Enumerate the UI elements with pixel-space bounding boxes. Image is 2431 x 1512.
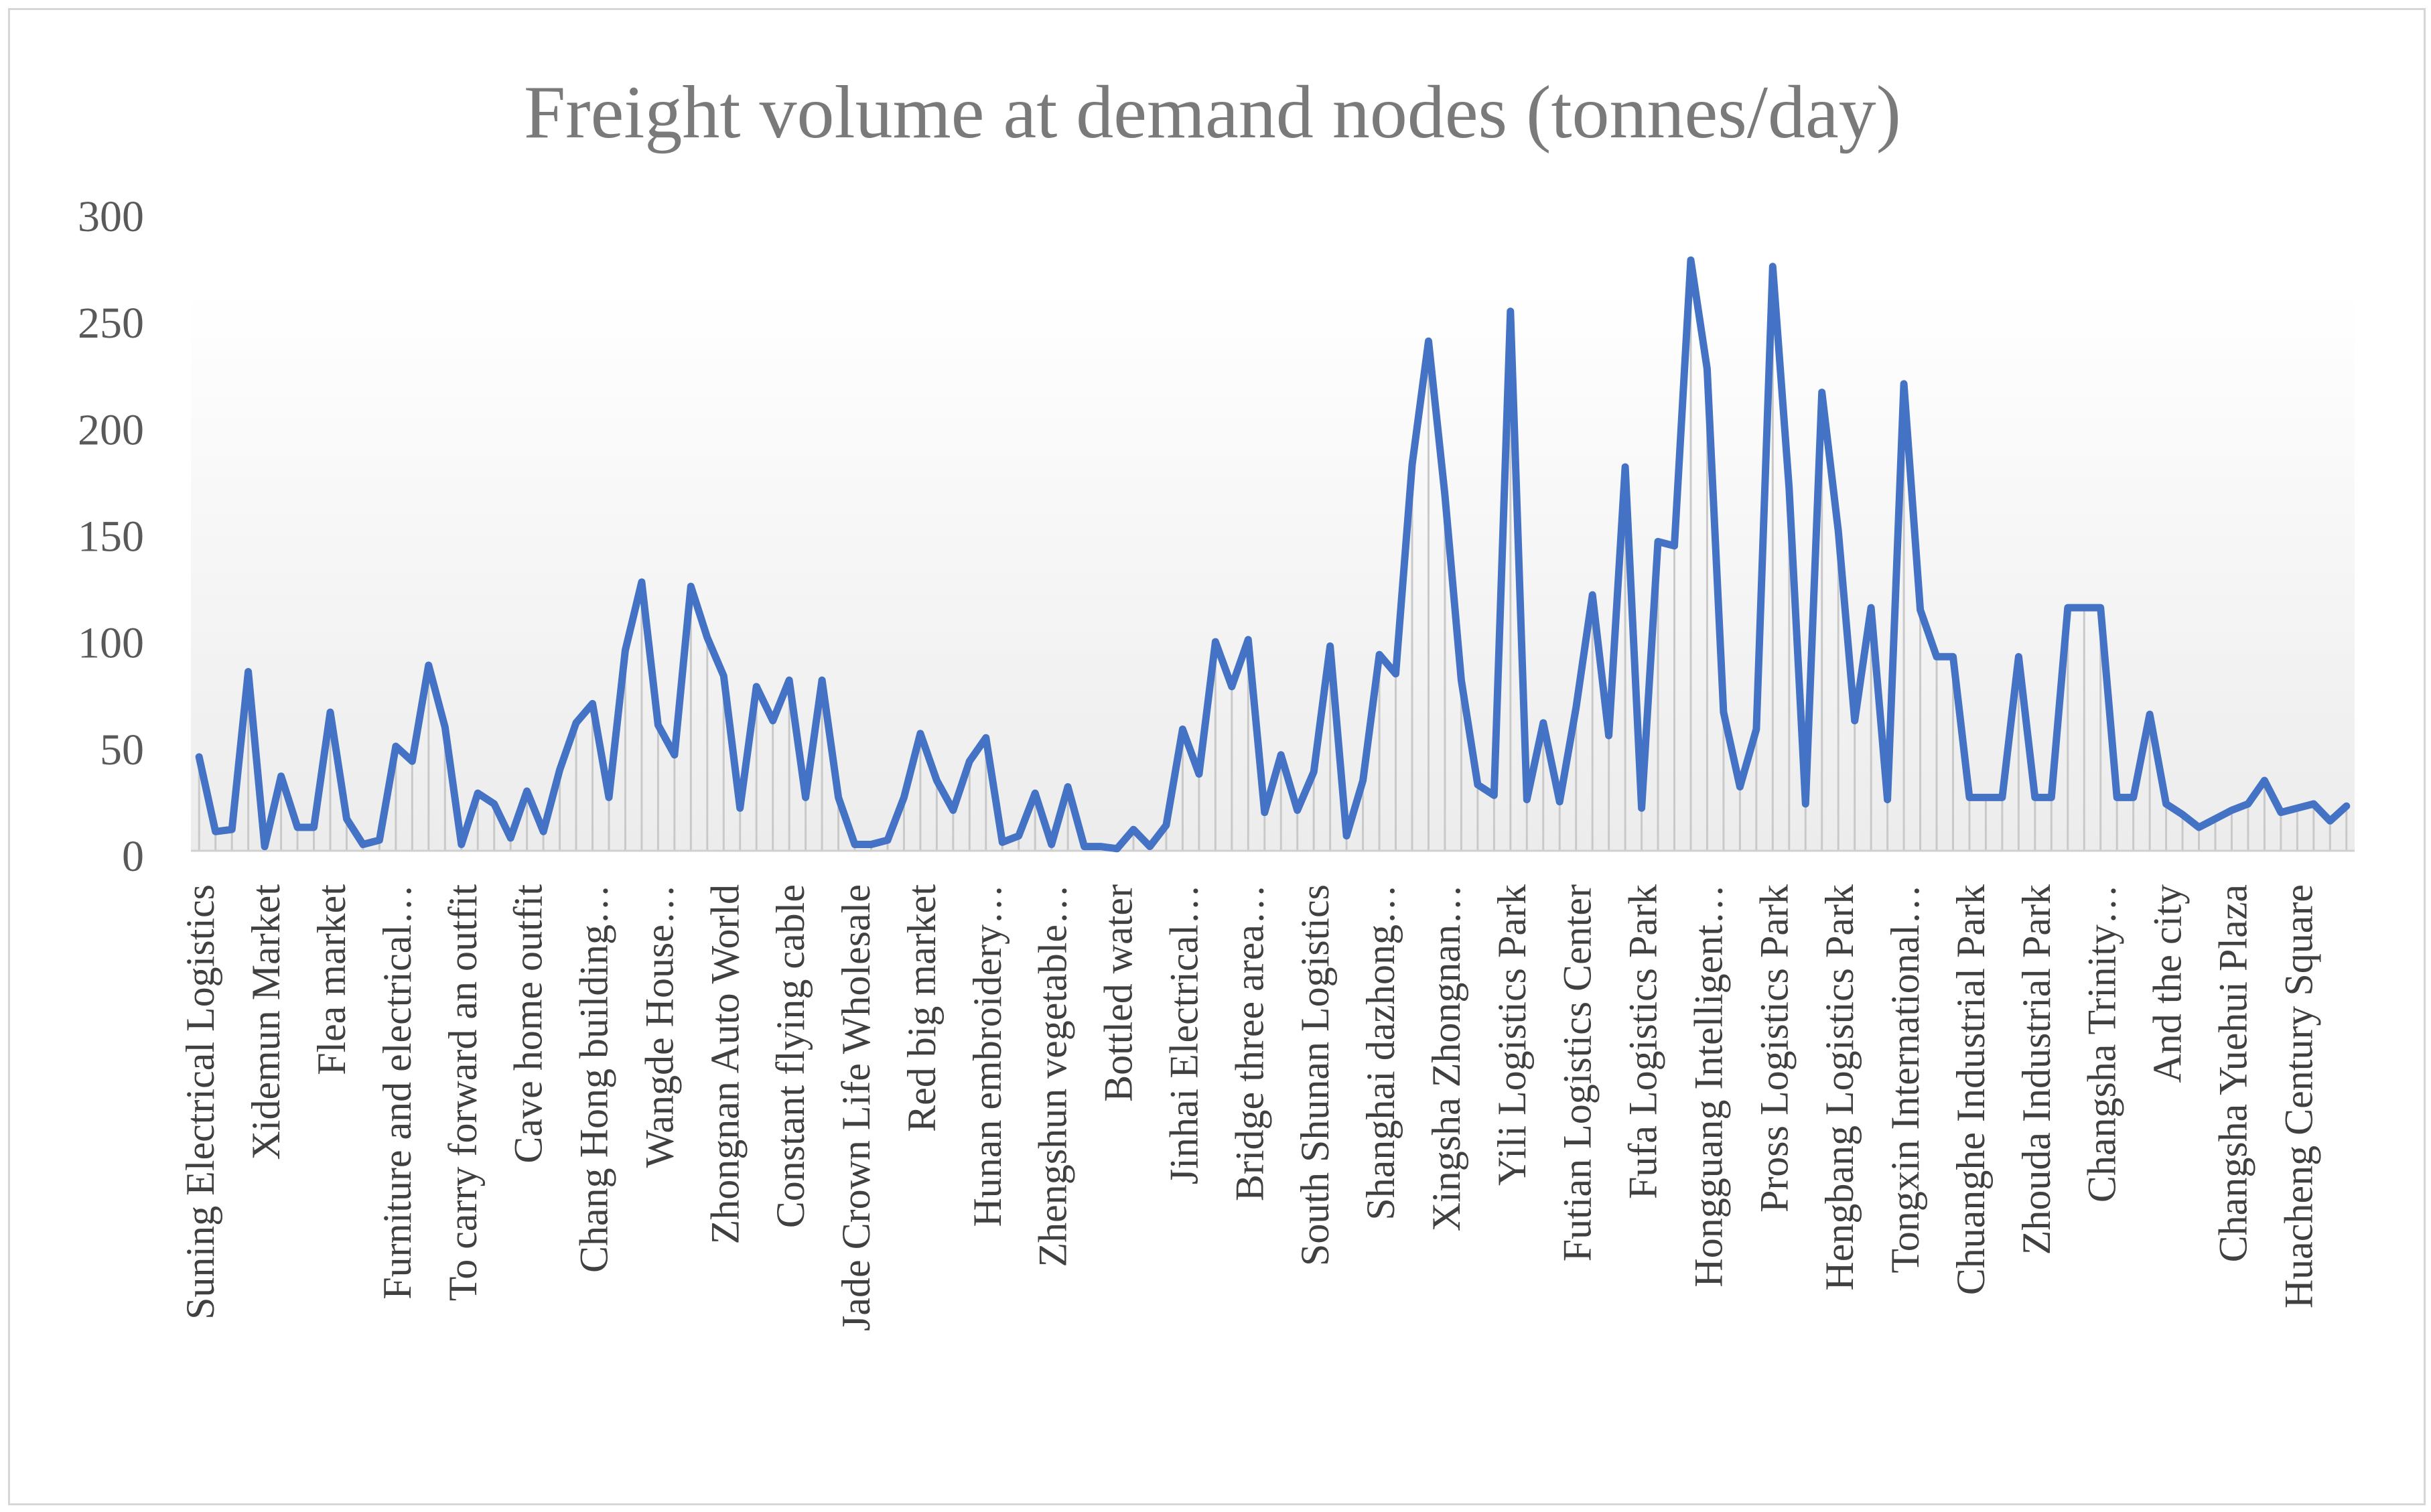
x-tick-label: Shanghai dazhong… [1359,884,1403,1221]
x-tick-label: Fufa Logistics Park [1621,884,1665,1199]
x-tick-label: Chang Hong building… [572,884,616,1273]
x-tick-label: Hongguang Intelligent… [1686,884,1730,1288]
y-tick-label: 250 [78,299,144,348]
x-tick-label: Cave home outfit [506,884,551,1164]
x-tick-label: Huacheng Century Square [2276,884,2320,1308]
x-tick-label: Flea market [309,884,354,1075]
x-tick-label: Zhengshun vegetable… [1031,884,1075,1267]
x-tick-label: Constant flying cable [768,884,813,1228]
plot-background [191,291,2355,851]
x-tick-label: Furniture and electrical… [375,884,419,1300]
x-tick-label: Jade Crown Life Wholesale [834,884,878,1331]
x-tick-label: Futian Logistics Center [1555,884,1600,1261]
x-tick-label: To carry forward an outfit [441,884,485,1302]
y-tick-label: 200 [78,405,144,454]
x-tick-label: And the city [2146,884,2190,1083]
freight-volume-line [195,256,2351,853]
x-tick-label: Suning Electrical Logistics [178,884,222,1320]
x-tick-label: Changsha Yuehui Plaza [2211,884,2255,1262]
x-tick-label: Jinhai Electrical… [1162,884,1206,1184]
y-tick-label: 0 [122,832,144,881]
x-tick-label: Bottled water [1097,884,1141,1102]
x-tick-label: South Shunan Logistics [1293,884,1337,1266]
x-tick-label: Hengbang Logistics Park [1817,884,1862,1291]
x-tick-label: Bridge three area… [1227,884,1271,1201]
x-tick-label: Hunan embroidery… [965,884,1010,1227]
x-tick-label: Wangde House… [637,884,681,1168]
y-tick-label: 300 [78,192,144,241]
x-tick-label: Zhouda Industrial Park [2014,884,2059,1255]
y-tick-label: 100 [78,619,144,668]
x-tick-label: Chuanghe Industrial Park [1949,884,1993,1295]
x-tick-label: Xidemun Market [244,884,288,1160]
chart-title: Freight volume at demand nodes (tonnes/d… [524,71,1901,154]
x-tick-label: Yili Logistics Park [1490,884,1534,1186]
x-tick-label: Xingsha Zhongnan… [1424,884,1468,1231]
chart-frame: Freight volume at demand nodes (tonnes/d… [8,8,2426,1505]
y-tick-label: 50 [100,726,144,774]
chart-svg: Freight volume at demand nodes (tonnes/d… [78,71,2355,1331]
x-tick-label: Red big market [900,884,944,1132]
x-tick-label: Changsha Trinity… [2080,884,2124,1202]
x-tick-label: Pross Logistics Park [1752,884,1796,1213]
x-tick-label: Tongxin International… [1883,884,1927,1274]
y-tick-label: 150 [78,512,144,561]
x-tick-label: Zhongnan Auto World [703,884,747,1244]
